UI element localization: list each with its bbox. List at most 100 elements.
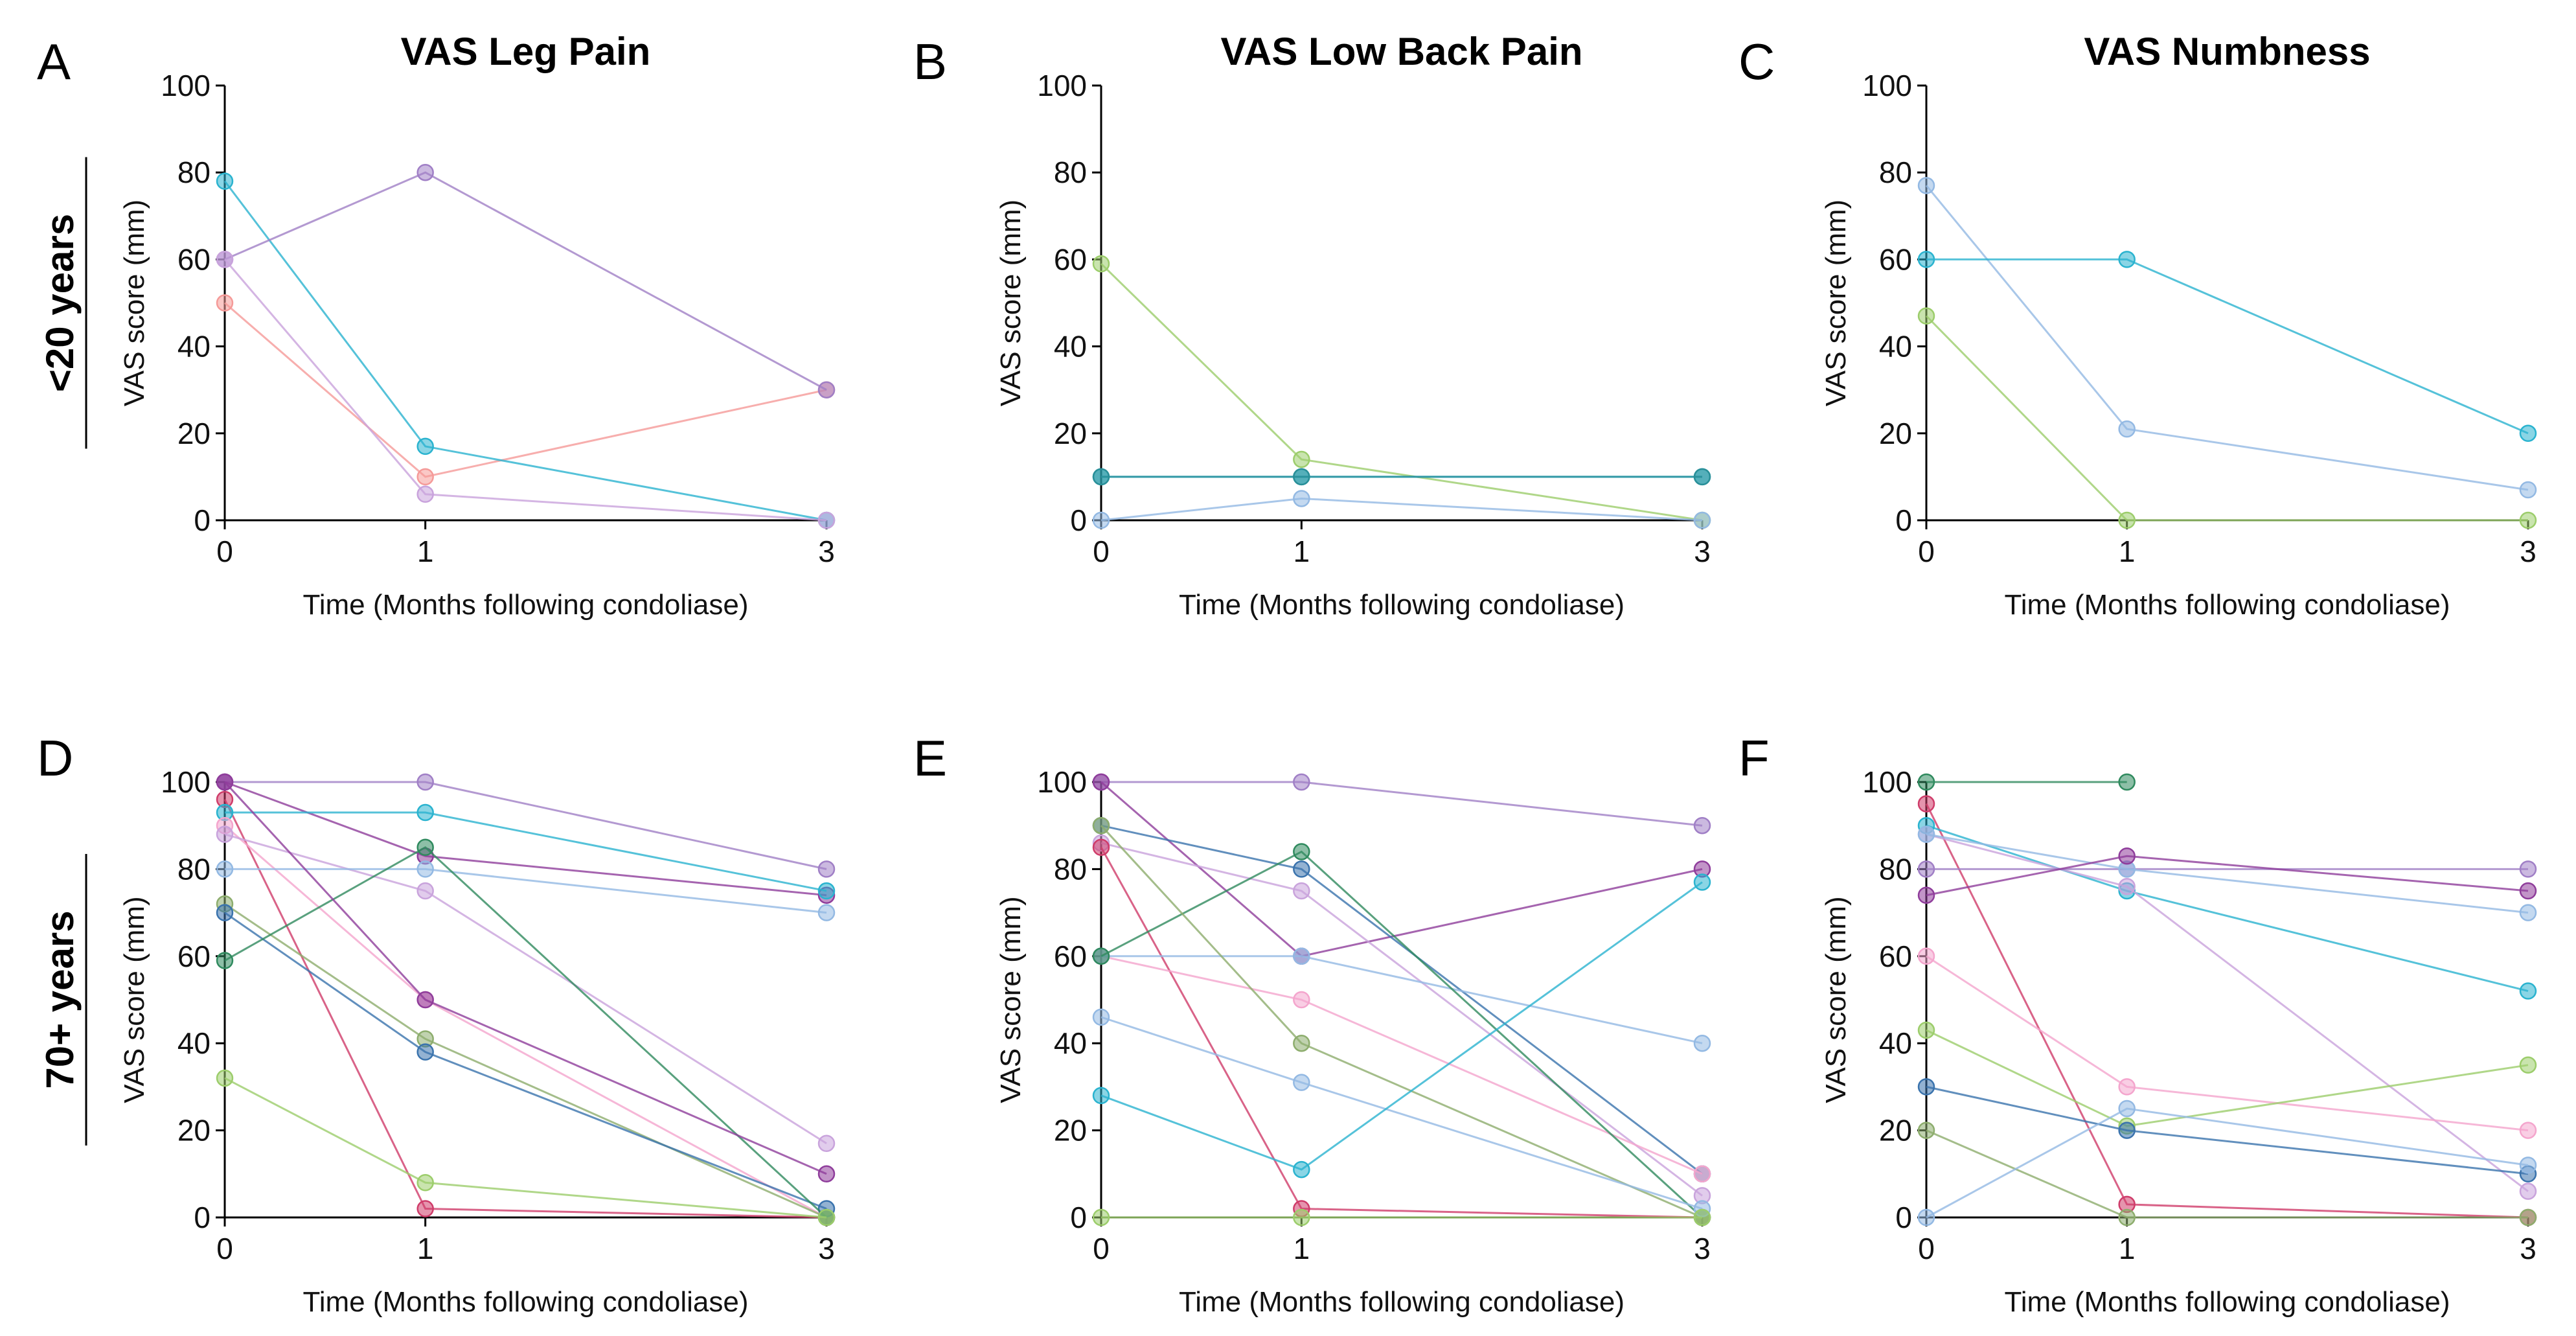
data-point xyxy=(2118,878,2136,895)
data-point xyxy=(216,1069,234,1087)
data-point xyxy=(817,860,836,878)
x-axis-label: Time (Months following condoliase) xyxy=(303,1286,749,1318)
series-line xyxy=(1100,263,1703,522)
data-point xyxy=(2519,1056,2537,1074)
x-tick-label: 1 xyxy=(417,1232,434,1265)
x-tick-label: 3 xyxy=(818,1232,835,1265)
y-tick-label: 100 xyxy=(161,765,211,799)
data-point xyxy=(1293,1034,1310,1052)
y-tick-label: 100 xyxy=(1862,765,1912,799)
data-point xyxy=(1092,468,1110,486)
panel-e: E 0 20 40 60 80 100 0 1 3 Time (Months following c… xyxy=(913,730,1711,1318)
x-tick-label: 1 xyxy=(417,535,434,568)
data-point xyxy=(2519,904,2537,921)
data-point xyxy=(1092,816,1110,835)
data-point xyxy=(817,882,836,900)
series-1 xyxy=(1917,177,2537,499)
data-point xyxy=(416,860,434,878)
row-label-group-1: 70+ years xyxy=(38,854,87,1146)
series-2 xyxy=(216,773,836,904)
series-line xyxy=(1101,955,1703,1044)
x-tick-label: 0 xyxy=(216,535,233,568)
series-7 xyxy=(216,860,836,921)
data-point xyxy=(1293,1208,1310,1227)
y-axis-label: VAS score (mm) xyxy=(1820,896,1852,1103)
data-point xyxy=(2519,882,2537,900)
y-axis-label: VAS score (mm) xyxy=(119,200,150,406)
x-tick-label: 3 xyxy=(818,535,835,568)
data-point xyxy=(817,904,836,921)
data-point xyxy=(2519,481,2537,499)
series-line xyxy=(224,171,827,391)
y-tick-label: 60 xyxy=(1054,939,1087,973)
y-tick-label: 0 xyxy=(194,1201,211,1234)
row-label: <20 years xyxy=(38,214,82,392)
series-line xyxy=(223,259,827,522)
y-tick-label: 40 xyxy=(177,330,211,363)
data-point xyxy=(416,1173,434,1192)
series-line xyxy=(224,912,827,1210)
series-1 xyxy=(1092,773,1711,835)
series-10 xyxy=(1092,1008,1711,1217)
panel-letter: F xyxy=(1738,730,1770,787)
series-5 xyxy=(1092,838,1711,1227)
panel-d: D 0 20 40 60 80 100 0 1 3 Time (Months following c… xyxy=(37,730,836,1318)
data-point xyxy=(2118,1100,2136,1118)
panel-letter: C xyxy=(1738,33,1775,90)
series-line xyxy=(1926,833,2529,914)
y-tick-label: 80 xyxy=(177,155,211,189)
data-point xyxy=(416,838,434,857)
data-point xyxy=(416,1200,434,1217)
x-tick-label: 0 xyxy=(216,1232,233,1265)
series-line xyxy=(1925,315,2528,522)
y-tick-label: 60 xyxy=(1054,242,1087,276)
series-line xyxy=(1926,855,2529,897)
data-point xyxy=(416,1043,434,1061)
series-line xyxy=(1100,1016,1703,1210)
data-point xyxy=(2519,860,2537,878)
data-point xyxy=(2519,1122,2537,1139)
data-point xyxy=(2519,511,2537,529)
data-point xyxy=(416,773,434,791)
x-tick-label: 1 xyxy=(2119,1232,2136,1265)
series-line xyxy=(1100,497,1703,522)
x-tick-label: 0 xyxy=(1093,535,1110,568)
series-1 xyxy=(216,294,836,486)
data-point xyxy=(1917,860,1935,878)
series-8 xyxy=(1917,947,2537,1139)
y-tick-label: 20 xyxy=(1879,417,1912,450)
panel-letter: D xyxy=(37,730,73,787)
series-line xyxy=(1100,842,1703,1197)
series-line xyxy=(225,781,827,870)
data-point xyxy=(1693,816,1711,835)
series-line xyxy=(1100,781,1703,958)
series-3 xyxy=(1092,490,1711,529)
y-tick-label: 20 xyxy=(177,417,211,450)
series-line xyxy=(224,302,827,478)
series-4 xyxy=(1092,468,1711,486)
data-point xyxy=(2519,1208,2537,1227)
y-tick-label: 0 xyxy=(194,503,211,537)
series-1 xyxy=(1092,255,1711,529)
data-point xyxy=(817,381,836,398)
series-line xyxy=(225,868,827,914)
series-line xyxy=(1100,824,1703,1175)
y-tick-label: 100 xyxy=(1037,69,1087,102)
panel-a: A VAS Leg Pain 0 20 40 60 80 100 0 1 3 Time (Months… xyxy=(37,30,836,621)
series-5 xyxy=(1917,860,2537,878)
series-line xyxy=(224,825,827,1219)
x-axis-label: Time (Months following condoliase) xyxy=(1179,1286,1624,1318)
y-axis-label: VAS score (mm) xyxy=(995,896,1027,1103)
data-point xyxy=(817,1165,836,1183)
data-point xyxy=(1293,991,1310,1009)
panel-letter: B xyxy=(913,33,947,90)
y-tick-label: 0 xyxy=(1895,503,1912,537)
y-tick-label: 40 xyxy=(1879,1026,1912,1060)
series-11 xyxy=(1092,873,1711,1179)
series-line xyxy=(1926,1129,2528,1219)
data-point xyxy=(216,773,234,791)
data-point xyxy=(1092,947,1110,965)
data-point xyxy=(216,294,234,312)
series-3 xyxy=(1917,307,2537,529)
panel-letter: E xyxy=(913,730,947,787)
